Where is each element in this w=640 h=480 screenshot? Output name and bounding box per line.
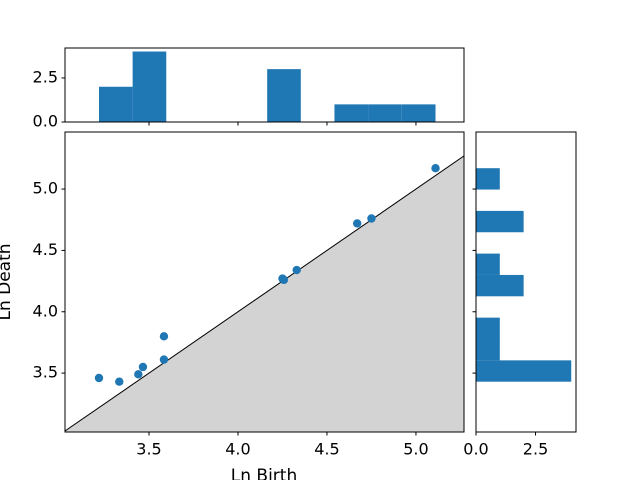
point — [353, 219, 362, 228]
y-tick-label: 4.0 — [33, 301, 58, 320]
bar — [401, 104, 436, 122]
point — [278, 274, 287, 283]
bar — [476, 317, 500, 339]
point — [94, 373, 104, 383]
bar — [267, 69, 301, 122]
axes-frame — [475, 131, 577, 433]
axes-frame — [64, 131, 465, 433]
y-tick-label: 2.5 — [33, 67, 58, 86]
bar — [334, 104, 369, 122]
bar — [476, 210, 524, 233]
plot-area — [65, 155, 464, 432]
point — [134, 370, 143, 379]
y-tick-label: 4.5 — [33, 240, 58, 259]
bar — [98, 86, 133, 122]
axes-frame — [64, 47, 465, 123]
bar — [476, 253, 500, 275]
bar — [476, 168, 500, 190]
y-tick-label: 3.5 — [33, 363, 58, 382]
x-tick-label: 4.5 — [314, 440, 339, 459]
x-tick-label: 2.5 — [523, 440, 548, 459]
x-tick-label: 4.0 — [225, 440, 250, 459]
point — [159, 355, 169, 364]
bar — [132, 51, 167, 122]
y-axis-label: Ln Death — [0, 243, 15, 320]
bar — [476, 360, 572, 382]
y-tick-label: 5.0 — [33, 179, 58, 198]
bar — [476, 274, 524, 297]
point — [138, 362, 148, 372]
x-tick-label: 5.0 — [403, 440, 428, 459]
y-tick-label: 0.0 — [33, 112, 58, 131]
bar — [368, 104, 402, 122]
diagonal-line — [65, 155, 464, 432]
point — [431, 163, 440, 173]
x-tick-label: 0.0 — [463, 440, 488, 459]
point — [115, 377, 124, 386]
bar — [476, 338, 500, 361]
point — [159, 332, 169, 341]
x-tick-label: 3.5 — [136, 440, 161, 459]
point — [292, 265, 301, 275]
point — [367, 214, 376, 223]
x-axis-label: Ln Birth — [231, 466, 297, 480]
